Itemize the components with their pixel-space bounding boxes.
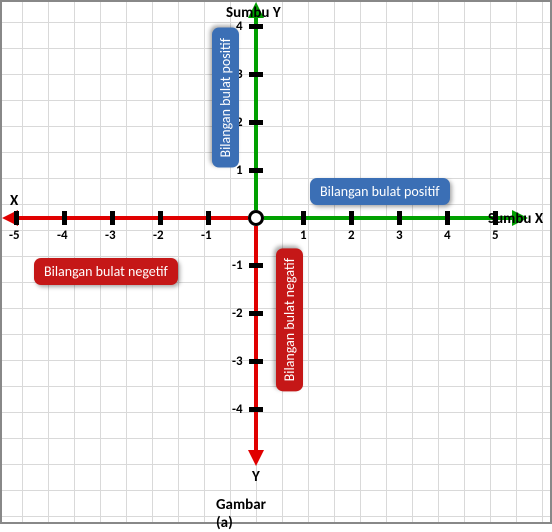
x-ticklabel: -3 bbox=[105, 228, 116, 243]
origin-marker bbox=[248, 210, 264, 226]
figure-caption: Gambar (a) bbox=[216, 496, 266, 532]
y-tick bbox=[249, 120, 263, 125]
x-ticklabel: 3 bbox=[396, 228, 403, 243]
y-ticklabel: -1 bbox=[232, 258, 243, 273]
y-tick bbox=[249, 359, 263, 364]
y-ticklabel: -2 bbox=[232, 306, 243, 321]
y-tick bbox=[249, 311, 263, 316]
x-tick bbox=[14, 211, 19, 225]
x-ticklabel: 2 bbox=[348, 228, 355, 243]
y-negative-label: Y bbox=[252, 468, 260, 486]
coordinate-grid: 1 2 3 4 5 -1 -2 -3 -4 -5 1 2 3 4 -1 -2 -… bbox=[0, 0, 552, 524]
x-ticklabel: -4 bbox=[57, 228, 68, 243]
x-ticklabel: -2 bbox=[153, 228, 164, 243]
y-ticklabel: -3 bbox=[232, 354, 243, 369]
x-tick bbox=[206, 211, 211, 225]
y-positive-axis bbox=[254, 16, 258, 210]
y-negative-arrow bbox=[248, 450, 264, 466]
y-tick bbox=[249, 168, 263, 173]
x-ticklabel: 4 bbox=[444, 228, 451, 243]
x-negative-axis bbox=[16, 216, 248, 220]
x-ticklabel: 1 bbox=[300, 228, 307, 243]
y-ticklabel: -4 bbox=[232, 402, 243, 417]
x-positive-badge: Bilangan bulat positif bbox=[310, 178, 450, 205]
x-tick bbox=[110, 211, 115, 225]
x-tick bbox=[62, 211, 67, 225]
y-tick bbox=[249, 72, 263, 77]
y-negative-axis bbox=[254, 226, 258, 452]
y-tick bbox=[249, 407, 263, 412]
x-tick bbox=[158, 211, 163, 225]
x-ticklabel: 5 bbox=[492, 228, 499, 243]
y-negative-badge: Bilangan bulat negatif bbox=[276, 248, 303, 391]
x-negative-label: X bbox=[10, 192, 18, 210]
x-positive-label: Sumbu X bbox=[488, 210, 543, 228]
x-tick bbox=[397, 211, 402, 225]
y-tick bbox=[249, 263, 263, 268]
y-positive-badge: Bilangan bulat positif bbox=[212, 28, 239, 168]
x-tick bbox=[301, 211, 306, 225]
y-tick bbox=[249, 24, 263, 29]
x-negative-badge: Bilangan bulat negetif bbox=[34, 258, 178, 285]
x-tick bbox=[349, 211, 354, 225]
x-ticklabel: -1 bbox=[201, 228, 212, 243]
x-tick bbox=[445, 211, 450, 225]
x-ticklabel: -5 bbox=[9, 228, 20, 243]
y-positive-label: Sumbu Y bbox=[226, 4, 281, 22]
